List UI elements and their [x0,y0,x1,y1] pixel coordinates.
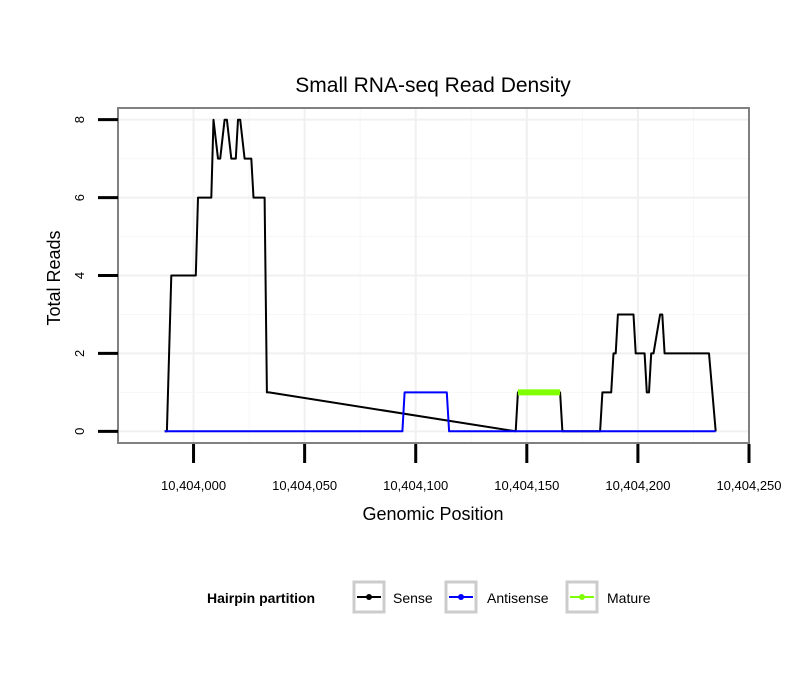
x-tick-label: 10,404,050 [272,478,337,493]
legend-key-point [366,594,372,600]
x-axis-title: Genomic Position [362,504,503,524]
x-tick-label: 10,404,250 [716,478,781,493]
y-tick-label: 8 [72,116,87,123]
x-tick-label: 10,404,100 [383,478,448,493]
chart-title: Small RNA-seq Read Density [295,74,571,97]
legend-item-sense: Sense [352,580,433,614]
y-tick-label: 2 [72,350,87,357]
x-tick-label: 10,404,200 [605,478,670,493]
y-axis-title: Total Reads [44,230,64,325]
y-tick-label: 6 [72,194,87,201]
legend-key-point [579,594,585,600]
legend-title: Hairpin partition [207,590,315,606]
legend-item-mature: Mature [565,580,651,614]
legend-label: Mature [607,590,651,606]
x-tick-label: 10,404,000 [161,478,226,493]
y-tick-label: 4 [72,272,87,279]
legend-label: Antisense [487,590,549,606]
x-tick-label: 10,404,150 [494,478,559,493]
series-line-antisense [164,391,716,433]
legend: Hairpin partition Sense Antisense Mature [207,580,651,614]
legend-label: Sense [393,590,433,606]
legend-key-point [458,594,464,600]
legend-item-antisense: Antisense [444,580,549,614]
y-tick-label: 0 [72,428,87,435]
